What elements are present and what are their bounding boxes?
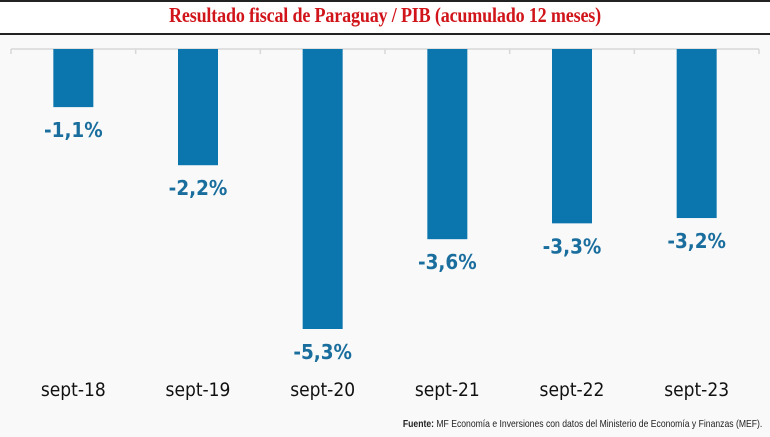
bar-sept-21 <box>427 49 468 240</box>
category-label: sept-18 <box>41 379 106 401</box>
data-label: -3,3% <box>543 235 602 259</box>
source-note: Fuente: MF Economía e Inversiones con da… <box>403 418 762 430</box>
bar-sept-22 <box>552 49 592 224</box>
x-axis <box>10 48 760 54</box>
source-text: MF Economía e Inversiones con datos del … <box>433 418 762 430</box>
data-labels: -1,1% -2,2% -5,3% -3,6% -3,3% -3,2% <box>44 118 726 364</box>
source-prefix: Fuente: <box>402 418 434 430</box>
category-labels: sept-18 sept-19 sept-20 sept-21 sept-22 sept-… <box>41 379 729 401</box>
data-label: -2,2% <box>169 176 228 200</box>
data-label: -3,2% <box>667 229 726 253</box>
title-rule <box>0 33 770 35</box>
category-label: sept-20 <box>290 379 355 401</box>
category-label: sept-21 <box>415 379 480 401</box>
top-rule <box>0 0 770 2</box>
data-label: -5,3% <box>293 340 352 364</box>
category-label: sept-22 <box>540 379 605 401</box>
category-label: sept-19 <box>166 379 231 401</box>
bars <box>53 49 717 329</box>
category-label: sept-23 <box>664 379 729 401</box>
chart-title: Resultado fiscal de Paraguay / PIB (acum… <box>168 3 601 27</box>
bar-sept-23 <box>676 49 717 219</box>
bar-sept-18 <box>53 49 94 108</box>
data-label: -3,6% <box>418 250 477 274</box>
bar-sept-20 <box>302 49 343 329</box>
title-band <box>0 2 770 33</box>
bar-sept-19 <box>178 49 218 166</box>
data-label: -1,1% <box>44 118 103 142</box>
